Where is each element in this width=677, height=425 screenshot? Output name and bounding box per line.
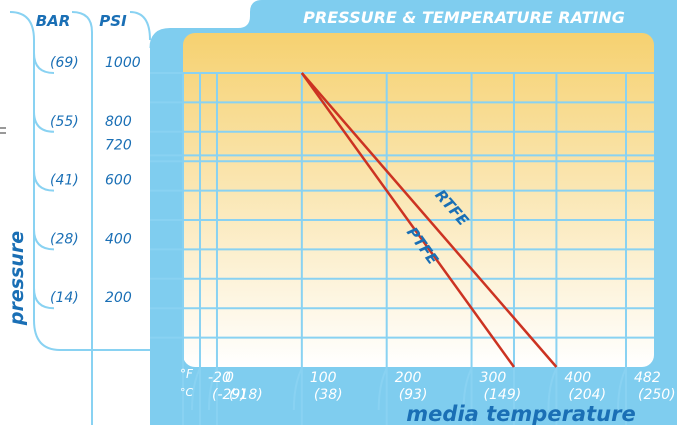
psi-tick-label: 200 [105, 290, 132, 306]
plot-area [183, 33, 654, 367]
psi-column-bracket [71, 11, 93, 425]
fahrenheit-tick-label: 300 [480, 370, 507, 386]
series-line-ptfe [300, 72, 515, 368]
celsius-tick-label: (204) [568, 387, 606, 403]
bar-tick-label: (41) [50, 173, 79, 189]
bar-tick-arc [33, 52, 55, 74]
celsius-unit-label: °C [180, 386, 194, 399]
psi-unit-label: PSI [99, 12, 127, 30]
grid [150, 72, 654, 425]
title-tab-outline [149, 29, 169, 49]
x-tick-arc [377, 367, 388, 411]
bar-tick-label: (28) [50, 231, 79, 247]
x-tick-arc [617, 367, 627, 411]
y-tick-labels: 1000 (69) 800 (55) 720 600 (41) 400 (28) 200 (14) [50, 55, 141, 306]
psi-tick-label: 720 [105, 137, 132, 153]
psi-tick-label: 400 [105, 231, 132, 247]
x-tick-arc [547, 367, 558, 411]
bar-tick-arc [33, 170, 55, 192]
bar-tick-arc [33, 229, 55, 251]
bar-tick-arc [33, 111, 55, 133]
fahrenheit-tick-label: 482 [634, 370, 661, 386]
y-axis-brackets [9, 11, 151, 425]
fahrenheit-unit-label: °F [180, 367, 194, 381]
chart-title: PRESSURE & TEMPERATURE RATING [303, 8, 625, 27]
bar-tick-arc [33, 288, 55, 310]
fahrenheit-tick-label: 200 [395, 370, 422, 386]
celsius-tick-label: (-29) [212, 387, 246, 403]
psi-tick-label: 800 [105, 114, 132, 130]
bar-unit-label: BAR [36, 12, 71, 30]
series-line-rtfe [300, 72, 558, 368]
fahrenheit-tick-label: 0 [225, 370, 234, 386]
x-axis-brackets [191, 367, 627, 411]
bar-tick-label: (55) [50, 114, 79, 130]
bar-tick-label: (14) [50, 290, 79, 306]
psi-tick-label: 600 [105, 173, 132, 189]
psi-tick-label: 1000 [105, 55, 141, 71]
celsius-tick-label: (250) [638, 387, 676, 403]
x-tick-arc [292, 367, 303, 411]
x-tick-arc [462, 367, 473, 411]
x-tick-arc [191, 367, 201, 411]
y-axis-title: pressure [6, 231, 28, 326]
psi-header-curve [129, 11, 151, 41]
x-tick-arc [207, 367, 218, 411]
bar-tick-label: (69) [50, 55, 79, 71]
celsius-tick-label: (38) [314, 387, 343, 403]
celsius-tick-label: (93) [399, 387, 428, 403]
fahrenheit-tick-label: 100 [310, 370, 337, 386]
fahrenheit-tick-label: 400 [564, 370, 591, 386]
fahrenheit-tick-label: -20 [208, 370, 231, 386]
celsius-tick-label: (-18) [229, 387, 263, 403]
celsius-tick-label: (149) [484, 387, 522, 403]
bar-column-bracket [9, 11, 150, 351]
x-tick-labels: -20(-29)0(-18)100(38)200(93)300(149)400(… [208, 370, 676, 403]
x-axis-title: media temperature [406, 402, 635, 425]
